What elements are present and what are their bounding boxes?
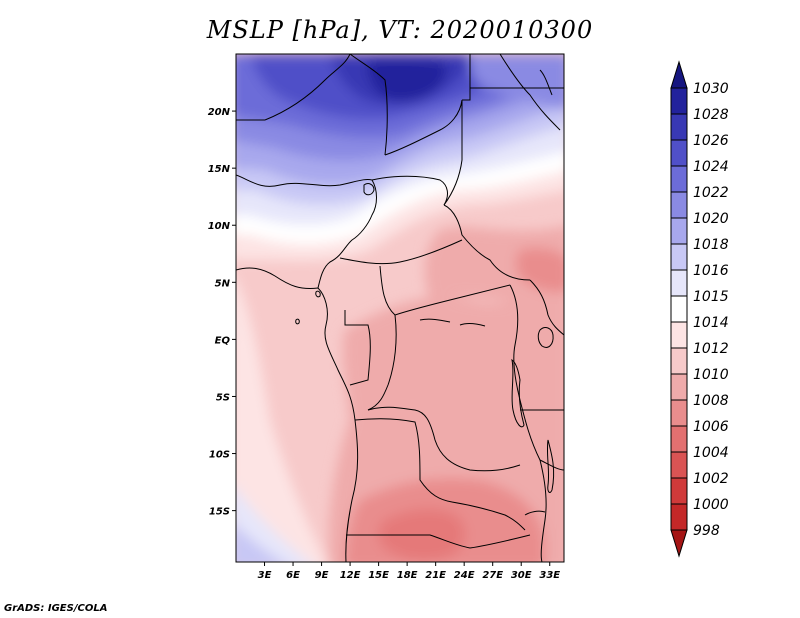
field-1014-coastal — [236, 280, 327, 562]
axes: 3E 6E 9E 12E 15E 18E 21E 24E 27E 30E 33E 20N 15N 10N 5… — [208, 107, 561, 581]
colorbar-label: 1015 — [693, 289, 729, 305]
colorbar-segment — [670, 87, 688, 115]
y-tick-label: 5N — [215, 278, 231, 289]
x-tick-label: 6E — [286, 570, 300, 581]
colorbar-segment — [670, 165, 688, 193]
colorbar-label: 1030 — [693, 81, 729, 97]
colorbar-segment — [670, 217, 688, 245]
colorbar-segment — [670, 321, 688, 349]
colorbar-segment — [670, 399, 688, 427]
map-frame — [235, 53, 565, 563]
colorbar-label: 1014 — [693, 315, 729, 331]
colorbar-segment — [670, 451, 688, 479]
x-tick-label: 27E — [482, 570, 503, 581]
x-tick-label: 33E — [539, 570, 560, 581]
source-credit: GrADS: IGES/COLA — [4, 603, 108, 614]
x-tick-label: 30E — [511, 570, 532, 581]
colorbar-label: 1024 — [693, 159, 729, 175]
y-tick-label: 5S — [216, 392, 230, 403]
field-1022-ne — [469, 54, 564, 109]
y-tick-label: 15S — [209, 507, 230, 518]
field-1018-sw — [236, 525, 283, 562]
colorbar-label: 1020 — [693, 211, 729, 227]
y-tick-label: 10S — [209, 450, 230, 461]
colorbar-segment — [670, 503, 688, 531]
colorbar-label: 1002 — [693, 471, 729, 487]
x-tick-label: 9E — [315, 570, 329, 581]
colorbar-label: 1004 — [693, 445, 729, 461]
x-tick-label: 3E — [258, 570, 272, 581]
colorbar-label: 1028 — [693, 107, 729, 123]
colorbar-label: 1008 — [693, 393, 729, 409]
colorbar-label: 1000 — [693, 497, 729, 513]
y-tick-label: 20N — [208, 107, 231, 118]
colorbar-label: 1018 — [693, 237, 729, 253]
colorbar-segment — [670, 139, 688, 167]
colorbar-over-arrow — [670, 60, 688, 89]
colorbar-segment — [670, 347, 688, 375]
colorbar-segment — [670, 269, 688, 297]
pressure-map — [236, 54, 564, 562]
colorbar-label: 1006 — [693, 419, 729, 435]
colorbar-under-arrow — [670, 529, 688, 558]
x-tick-label: 21E — [425, 570, 446, 581]
colorbar-segment — [670, 295, 688, 323]
x-tick-label: 15E — [368, 570, 389, 581]
x-tick-label: 24E — [454, 570, 475, 581]
y-tick-label: 10N — [208, 221, 231, 232]
y-tick-label: 15N — [208, 164, 231, 175]
colorbar-segment — [670, 191, 688, 219]
field-1030-north — [367, 58, 447, 103]
colorbar-label: 1026 — [693, 133, 729, 149]
colorbar-segment — [670, 113, 688, 141]
x-tick-label: 12E — [340, 570, 361, 581]
chart-title: MSLP [hPa], VT: 2020010300 — [206, 16, 594, 44]
country-borders — [236, 54, 564, 562]
colorbar-segment — [670, 373, 688, 401]
colorbar-label: 1016 — [693, 263, 729, 279]
y-tick-label: EQ — [215, 335, 231, 346]
colorbar-label: 998 — [693, 523, 720, 539]
colorbar-segment — [670, 477, 688, 505]
colorbar-label: 1022 — [693, 185, 729, 201]
x-tick-label: 18E — [397, 570, 418, 581]
field-1008-east — [515, 248, 564, 292]
colorbar-label: 1010 — [693, 367, 729, 383]
colorbar-segment — [670, 425, 688, 453]
colorbar-label: 1012 — [693, 341, 729, 357]
colorbar: 998 1000 1002 1004 1006 1008 1010 1012 1014 1015 1… — [670, 60, 729, 558]
colorbar-segment — [670, 243, 688, 271]
